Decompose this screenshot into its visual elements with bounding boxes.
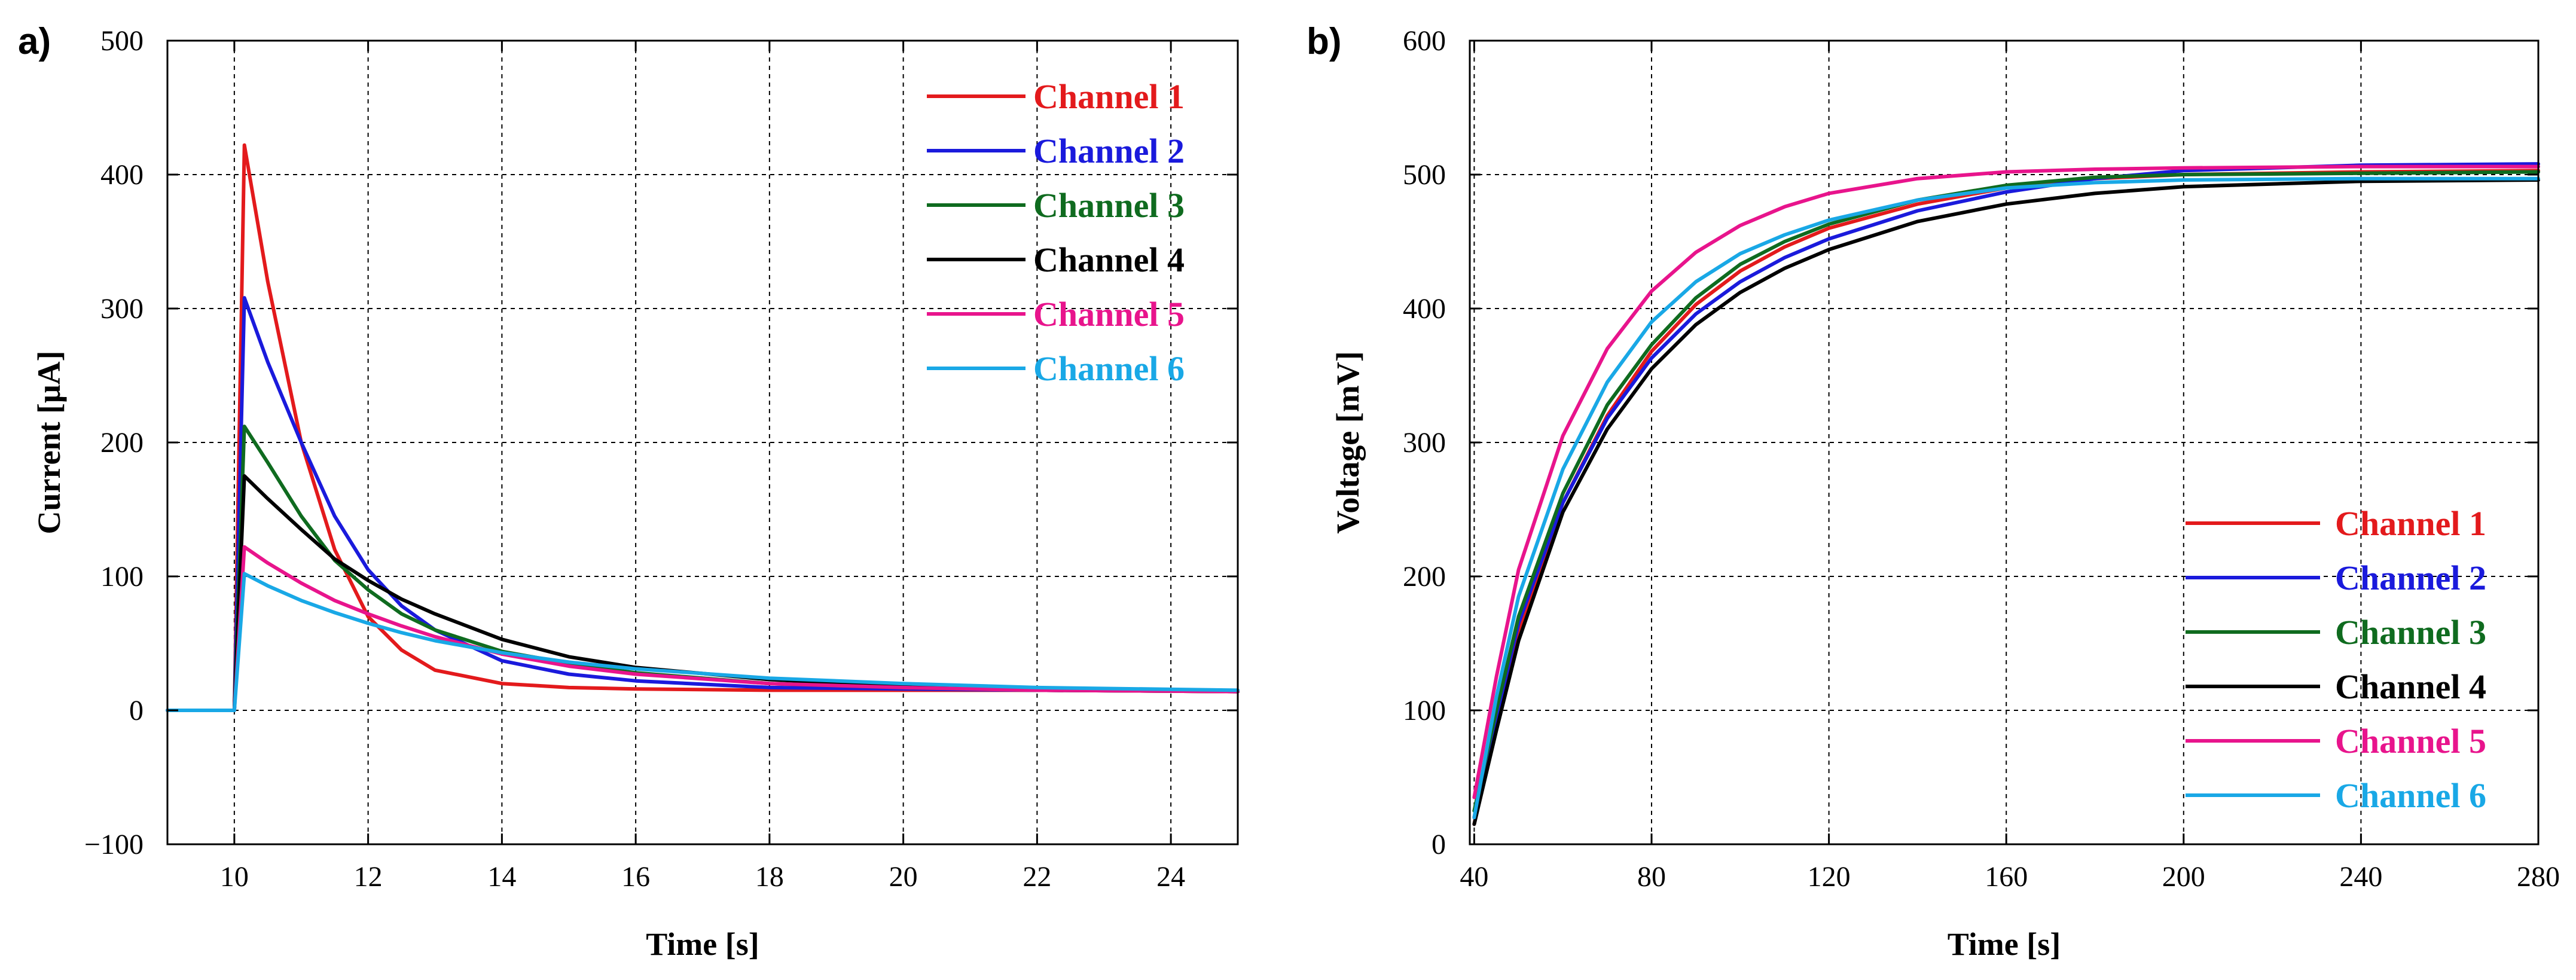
y-tick-label: 600 [1403,25,1446,57]
series-line-channel-4 [166,474,1240,712]
y-tick-label: 300 [1403,427,1446,459]
legend-label-channel-3: Channel 3 [2335,613,2486,652]
y-tick-label: 200 [1403,561,1446,593]
legend-label-channel-3: Channel 3 [1033,186,1185,225]
series-line-channel-3 [166,425,1240,712]
series-line-channel-5 [166,545,1240,712]
y-tick-label: 200 [100,427,144,459]
x-tick-label: 12 [354,861,383,893]
legend-label-channel-4: Channel 4 [2335,667,2486,706]
series-line-channel-5 [1472,164,2540,799]
x-tick-label: 22 [1023,861,1051,893]
y-tick-label: 400 [1403,293,1446,325]
legend-label-channel-1: Channel 1 [1033,77,1185,116]
x-axis-label: Time [s] [646,926,759,962]
x-tick-label: 280 [2517,861,2560,893]
series-line-channel-1 [166,143,1240,712]
panel-label: a) [18,21,51,62]
x-tick-label: 240 [2339,861,2382,893]
series-line-channel-2 [166,296,1240,712]
panel-label: b) [1307,21,1342,62]
x-tick-label: 120 [1808,861,1851,893]
x-tick-label: 18 [755,861,784,893]
legend-label-channel-4: Channel 4 [1033,240,1185,279]
y-tick-label: 400 [100,159,144,191]
y-tick-label: 100 [100,561,144,593]
x-tick-label: 16 [621,861,650,893]
y-axis-label: Voltage [mV] [1330,351,1366,533]
x-tick-label: 14 [487,861,516,893]
x-tick-label: 20 [889,861,918,893]
legend: Channel 1 Channel 2 Channel 3 Channel 4 Chan… [2186,504,2486,815]
y-tick-label: 300 [100,293,144,325]
x-tick-label: 24 [1156,861,1185,893]
y-tick-label: 100 [1403,695,1446,726]
series-line-channel-6 [166,572,1240,712]
legend-label-channel-1: Channel 1 [2335,504,2486,543]
legend-label-channel-6: Channel 6 [2335,776,2486,815]
x-tick-label: 200 [2162,861,2205,893]
plot-area [1472,162,2540,826]
series-line-channel-3 [1472,170,2540,813]
legend: Channel 1 Channel 2 Channel 3 Channel 4 Chan… [927,77,1185,388]
y-tick-label: 500 [1403,159,1446,191]
legend-label-channel-2: Channel 2 [2335,558,2486,597]
chart-b: 40 80 120 160 200 240 280 0 100 200 300 400 500 600 Ti… [1307,21,2560,962]
y-tick-label: −100 [84,829,144,860]
legend-label-channel-5: Channel 5 [1033,295,1185,334]
y-axis-label: Current [μA] [31,350,67,534]
y-tick-label: 0 [129,695,144,726]
series-line-channel-4 [1472,178,2540,826]
legend-label-channel-6: Channel 6 [1033,349,1185,388]
legend-label-channel-2: Channel 2 [1033,132,1185,170]
y-tick-label: 500 [100,25,144,57]
y-tick-label: 0 [1432,829,1446,860]
x-tick-label: 160 [1985,861,2028,893]
x-tick-label: 80 [1637,861,1666,893]
x-tick-label: 10 [220,861,249,893]
x-tick-label: 40 [1460,861,1488,893]
series-line-channel-6 [1472,176,2540,820]
plot-area [166,143,1240,712]
x-axis-label: Time [s] [1948,926,2061,962]
legend-label-channel-5: Channel 5 [2335,722,2486,761]
chart-a: 10 12 14 16 18 20 22 24 −100 0 100 200 300 400 500 Time… [18,21,1240,962]
